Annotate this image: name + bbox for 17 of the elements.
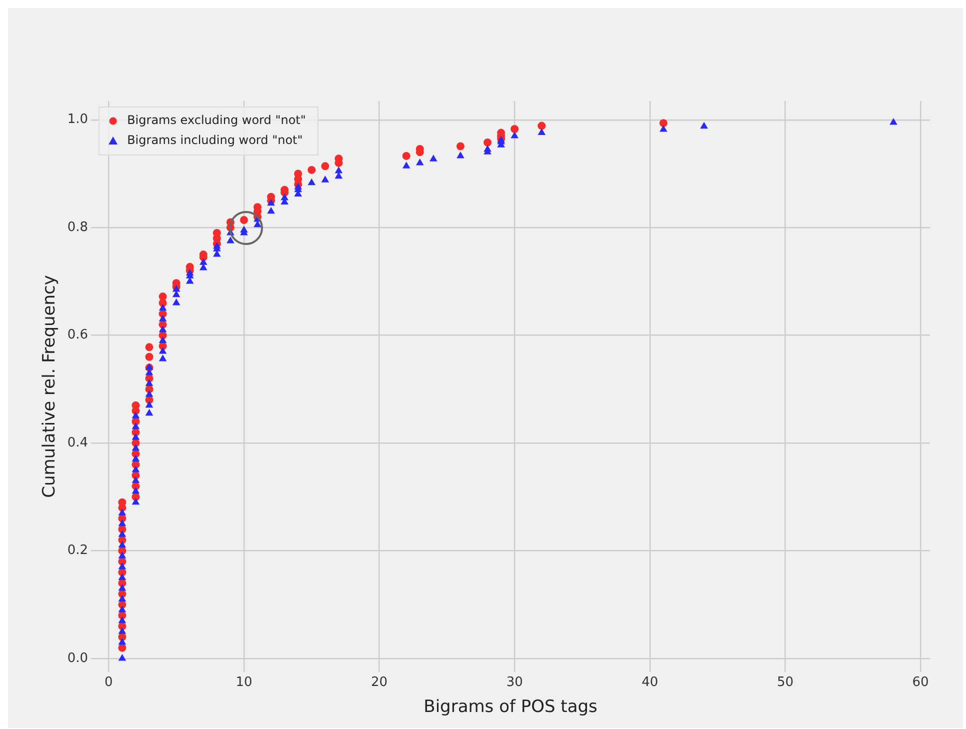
y-tick-label: 1.0 — [67, 112, 88, 128]
y-tick-label: 0.6 — [67, 328, 88, 343]
x-tick-label: 10 — [236, 675, 252, 690]
x-tick-label: 20 — [371, 675, 388, 690]
x-axis-title: Bigrams of POS tags — [424, 697, 598, 718]
y-tick-label: 0.8 — [67, 220, 88, 235]
y-tick-label: 0.4 — [67, 435, 88, 450]
x-tick-label: 60 — [912, 675, 929, 690]
legend-label: Bigrams excluding word "not" — [127, 113, 306, 128]
x-tick-label: 0 — [104, 675, 113, 690]
y-tick-label: 0.0 — [67, 650, 88, 666]
y-axis-title: Cumulative rel. Frequency — [40, 275, 60, 498]
legend-label: Bigrams including word "not" — [127, 133, 303, 148]
x-tick-label: 30 — [506, 675, 523, 690]
y-tick-label: 0.2 — [67, 543, 88, 558]
x-tick-label: 50 — [776, 675, 794, 690]
x-tick-label: 40 — [642, 675, 658, 690]
